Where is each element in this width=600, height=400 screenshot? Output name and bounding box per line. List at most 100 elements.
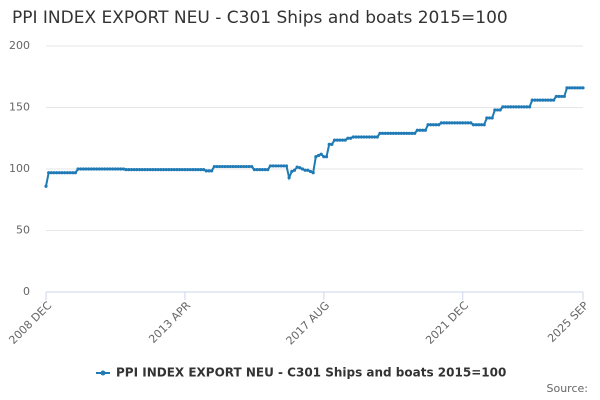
data-point [506, 105, 510, 109]
data-point [570, 86, 574, 90]
data-point [421, 128, 425, 132]
series-line [45, 86, 583, 187]
y-tick-label: 0 [23, 285, 30, 298]
data-point [439, 121, 444, 125]
data-point [405, 131, 409, 135]
data-point [100, 167, 104, 171]
data-point [228, 164, 232, 169]
data-point [92, 167, 96, 171]
data-point [316, 153, 321, 158]
data-point [455, 121, 460, 125]
data-point [423, 128, 427, 132]
data-point [169, 168, 174, 172]
data-point [375, 135, 379, 139]
data-point [541, 98, 545, 102]
data-point [44, 184, 48, 188]
data-point [207, 169, 211, 173]
data-point [140, 168, 144, 172]
data-point [234, 164, 238, 169]
data-point [220, 164, 224, 169]
data-point [210, 169, 214, 173]
data-point [258, 168, 262, 172]
data-point [129, 168, 134, 172]
data-point [121, 167, 126, 171]
data-point [578, 86, 582, 90]
data-point [562, 94, 566, 99]
source: Source: [547, 382, 589, 395]
data-point [461, 121, 465, 125]
data-point [530, 98, 534, 102]
data-point [450, 121, 454, 125]
data-point [458, 121, 462, 125]
data-point [354, 135, 358, 139]
y-tick-label: 100 [9, 162, 30, 175]
data-point [87, 167, 91, 171]
data-point [517, 105, 521, 109]
data-point [263, 168, 267, 172]
data-point [314, 155, 318, 159]
data-point [332, 138, 337, 142]
data-point [132, 168, 136, 172]
data-point [535, 98, 540, 102]
data-point [188, 168, 192, 172]
data-point [501, 105, 505, 109]
data-point [161, 168, 166, 172]
data-point [477, 123, 481, 127]
data-point [196, 168, 200, 172]
data-point [397, 131, 401, 135]
data-point [271, 164, 275, 168]
data-point [546, 98, 550, 102]
data-point [292, 168, 297, 172]
data-point [493, 108, 497, 112]
data-point [194, 168, 198, 172]
data-point [183, 168, 187, 172]
data-point [370, 135, 374, 139]
data-point [298, 166, 302, 170]
data-point [394, 131, 398, 135]
data-point [418, 128, 422, 132]
data-point [434, 123, 438, 127]
data-point [156, 168, 160, 172]
data-point [79, 167, 83, 171]
data-point [255, 168, 259, 172]
data-point [204, 169, 208, 173]
y-tick-label: 150 [9, 101, 30, 114]
data-point [127, 168, 131, 172]
data-point [415, 128, 419, 132]
data-point [466, 121, 470, 125]
x-tick-label: 2025 SEP [545, 299, 591, 345]
data-point [445, 121, 449, 125]
data-point [378, 131, 382, 135]
data-point [218, 164, 222, 169]
data-point [437, 123, 441, 127]
data-point [284, 164, 289, 168]
data-point [124, 168, 128, 172]
data-point [471, 123, 476, 127]
data-point [231, 164, 235, 169]
data-point [442, 121, 446, 125]
data-point [522, 105, 526, 109]
data-point [250, 164, 254, 169]
data-point [65, 171, 69, 175]
data-point [453, 121, 457, 125]
legend-label: PPI INDEX EXPORT NEU - C301 Ships and bo… [116, 366, 506, 380]
data-point [57, 171, 61, 175]
data-point [538, 98, 542, 102]
y-tick-label: 200 [9, 39, 30, 52]
data-point [335, 138, 339, 142]
data-point [81, 167, 86, 171]
data-point [71, 171, 75, 175]
data-point [97, 167, 102, 171]
data-point [373, 135, 377, 139]
data-point [212, 164, 216, 169]
data-point [581, 86, 585, 90]
data-point [410, 131, 414, 135]
data-point [511, 105, 516, 109]
data-point [119, 167, 123, 171]
data-point [474, 123, 478, 127]
data-point [159, 168, 163, 172]
data-point [148, 168, 152, 172]
data-point [554, 94, 558, 99]
data-point [244, 164, 248, 169]
data-point [503, 105, 508, 109]
